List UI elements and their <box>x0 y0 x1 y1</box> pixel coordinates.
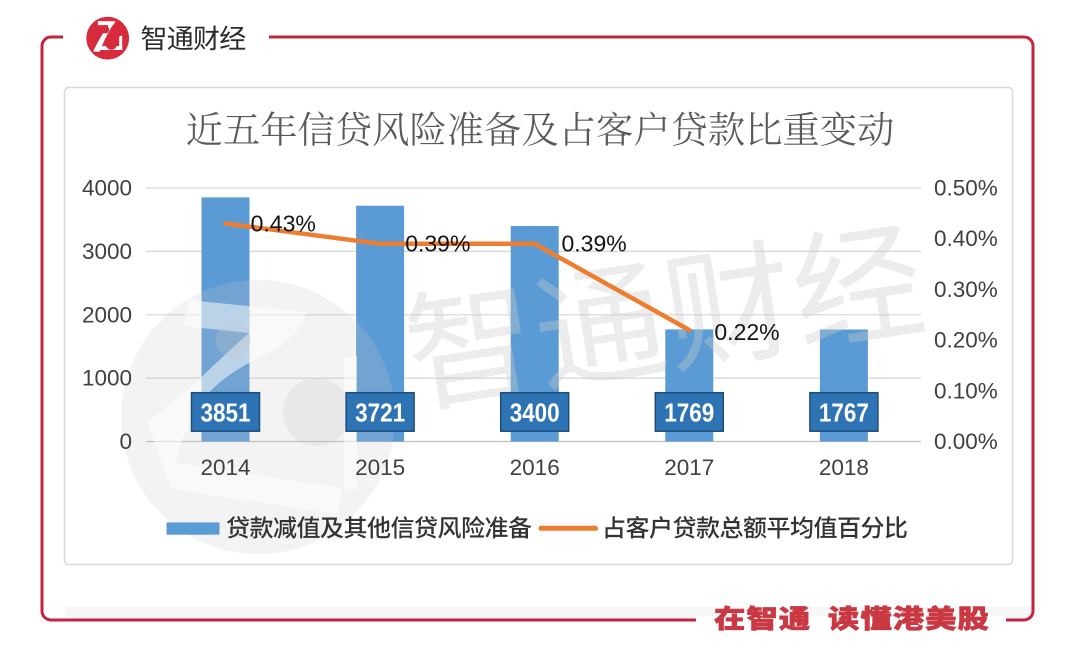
svg-text:2016: 2016 <box>510 455 560 480</box>
svg-text:3000: 3000 <box>82 239 132 264</box>
svg-text:0.10%: 0.10% <box>934 378 998 403</box>
svg-text:4000: 4000 <box>82 176 132 201</box>
svg-text:0.20%: 0.20% <box>934 328 998 353</box>
svg-text:0: 0 <box>119 429 132 454</box>
svg-text:0.43%: 0.43% <box>251 211 316 237</box>
svg-text:1000: 1000 <box>82 366 132 391</box>
svg-text:0.50%: 0.50% <box>934 176 998 201</box>
svg-text:2000: 2000 <box>82 302 132 327</box>
svg-text:0.00%: 0.00% <box>934 429 998 454</box>
svg-text:1769: 1769 <box>664 398 714 428</box>
svg-text:3851: 3851 <box>201 398 251 428</box>
svg-text:1767: 1767 <box>819 398 869 428</box>
svg-text:0.39%: 0.39% <box>405 231 470 257</box>
svg-text:0.39%: 0.39% <box>562 231 627 257</box>
svg-text:2014: 2014 <box>200 455 250 480</box>
svg-text:3400: 3400 <box>510 398 560 428</box>
svg-text:2015: 2015 <box>355 455 405 480</box>
svg-text:3721: 3721 <box>355 398 405 428</box>
svg-text:2018: 2018 <box>819 455 869 480</box>
svg-text:0.30%: 0.30% <box>934 277 998 302</box>
svg-text:0.40%: 0.40% <box>934 226 998 251</box>
svg-text:0.22%: 0.22% <box>714 319 779 345</box>
svg-text:2017: 2017 <box>664 455 714 480</box>
